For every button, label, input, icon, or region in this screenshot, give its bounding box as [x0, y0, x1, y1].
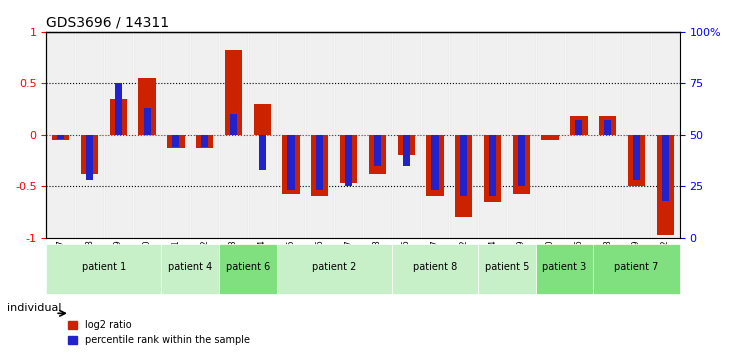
Bar [628, 135, 645, 186]
Text: patient 7: patient 7 [615, 262, 659, 272]
Bar [478, 32, 507, 238]
Bar [52, 135, 69, 140]
Text: GDS3696 / 14311: GDS3696 / 14311 [46, 15, 169, 29]
Bar [167, 135, 185, 148]
Bar [460, 135, 467, 196]
Text: patient 3: patient 3 [542, 262, 587, 272]
Bar [138, 78, 156, 135]
Bar [397, 135, 415, 155]
Bar [340, 135, 357, 183]
Bar [132, 32, 161, 238]
Bar [507, 32, 536, 238]
FancyBboxPatch shape [392, 244, 478, 293]
Bar [191, 32, 219, 238]
Bar [219, 32, 248, 238]
Bar [57, 135, 64, 139]
FancyBboxPatch shape [219, 244, 277, 293]
Bar [403, 135, 410, 166]
Bar [201, 135, 208, 147]
Bar [455, 135, 473, 217]
Text: patient 2: patient 2 [312, 262, 356, 272]
Bar [81, 135, 98, 174]
Bar [224, 50, 242, 135]
Bar [622, 32, 651, 238]
Bar [651, 32, 679, 238]
Bar [542, 135, 559, 140]
Bar [311, 135, 328, 196]
Bar [283, 135, 300, 194]
Bar [374, 135, 381, 166]
Text: individual: individual [7, 303, 62, 313]
Bar [86, 135, 93, 180]
Bar [517, 135, 525, 186]
Bar [305, 32, 334, 238]
Bar [484, 135, 501, 201]
Bar [110, 98, 127, 135]
Bar [536, 32, 565, 238]
Bar [599, 116, 616, 135]
Bar [248, 32, 277, 238]
Bar [258, 135, 266, 170]
Bar [426, 135, 444, 196]
Bar [392, 32, 420, 238]
FancyBboxPatch shape [478, 244, 536, 293]
Bar [662, 135, 669, 201]
Bar [316, 135, 323, 190]
Bar [513, 135, 530, 194]
Bar [657, 135, 674, 235]
Text: patient 6: patient 6 [226, 262, 270, 272]
Bar [288, 135, 294, 190]
FancyBboxPatch shape [161, 244, 219, 293]
Bar [46, 32, 75, 238]
Bar [593, 32, 622, 238]
Bar [334, 32, 363, 238]
Legend: log2 ratio, percentile rank within the sample: log2 ratio, percentile rank within the s… [64, 316, 254, 349]
Bar [431, 135, 439, 190]
Bar [115, 83, 122, 135]
Bar [363, 32, 392, 238]
Bar [570, 116, 587, 135]
Bar [75, 32, 104, 238]
FancyBboxPatch shape [536, 244, 593, 293]
Bar [450, 32, 478, 238]
Bar [369, 135, 386, 174]
Text: patient 1: patient 1 [82, 262, 126, 272]
Bar [104, 32, 132, 238]
Bar [196, 135, 213, 148]
Bar [172, 135, 180, 147]
FancyBboxPatch shape [593, 244, 679, 293]
Bar [604, 120, 612, 135]
Bar [576, 120, 582, 135]
Bar [565, 32, 593, 238]
Bar [489, 135, 496, 196]
Bar [420, 32, 450, 238]
Bar [345, 135, 353, 186]
Bar [230, 114, 237, 135]
FancyBboxPatch shape [277, 244, 392, 293]
Bar [254, 104, 271, 135]
Text: patient 5: patient 5 [485, 262, 529, 272]
Text: patient 8: patient 8 [413, 262, 457, 272]
Bar [277, 32, 305, 238]
Bar [633, 135, 640, 180]
FancyBboxPatch shape [46, 244, 161, 293]
Bar [144, 108, 151, 135]
Bar [161, 32, 191, 238]
Text: patient 4: patient 4 [168, 262, 213, 272]
